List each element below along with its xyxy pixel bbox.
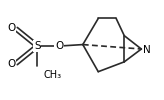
Text: O: O — [55, 41, 63, 51]
Text: S: S — [34, 41, 41, 51]
Text: O: O — [7, 23, 15, 33]
Text: N: N — [143, 45, 151, 55]
Text: CH₃: CH₃ — [44, 70, 62, 80]
Text: O: O — [7, 59, 15, 69]
